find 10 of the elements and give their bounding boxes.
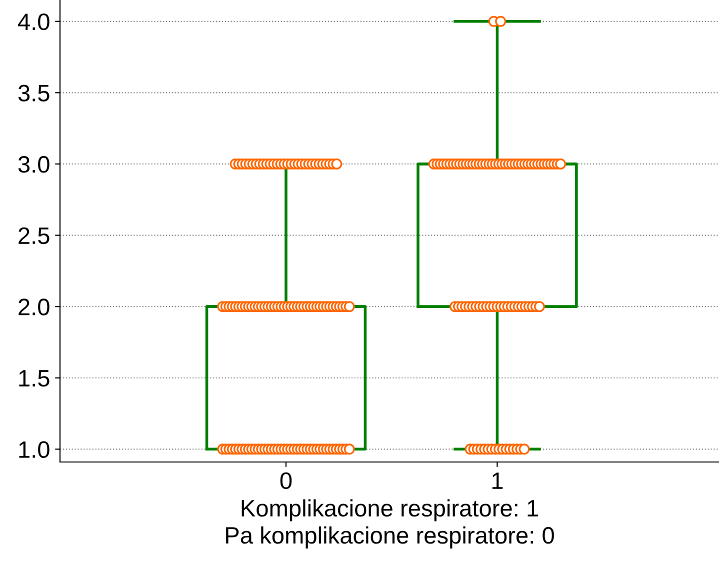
x-axis-title: Komplikacione respiratore: 1 Pa komplikacione respiratore: 0 xyxy=(226,499,554,548)
y-tick-label: 3.5 xyxy=(18,84,50,102)
y-tick-label: 3.0 xyxy=(18,156,50,173)
y-tick-label: 1.0 xyxy=(19,441,50,458)
x-tick-label: 0 xyxy=(280,472,292,490)
x-tick-label: 1 xyxy=(492,472,503,489)
y-tick-label: 2.0 xyxy=(18,298,50,316)
y-tick-label: 2.5 xyxy=(18,227,50,244)
y-tick-label: 1.5 xyxy=(19,370,50,387)
y-tick-label: 4.0 xyxy=(18,13,50,30)
